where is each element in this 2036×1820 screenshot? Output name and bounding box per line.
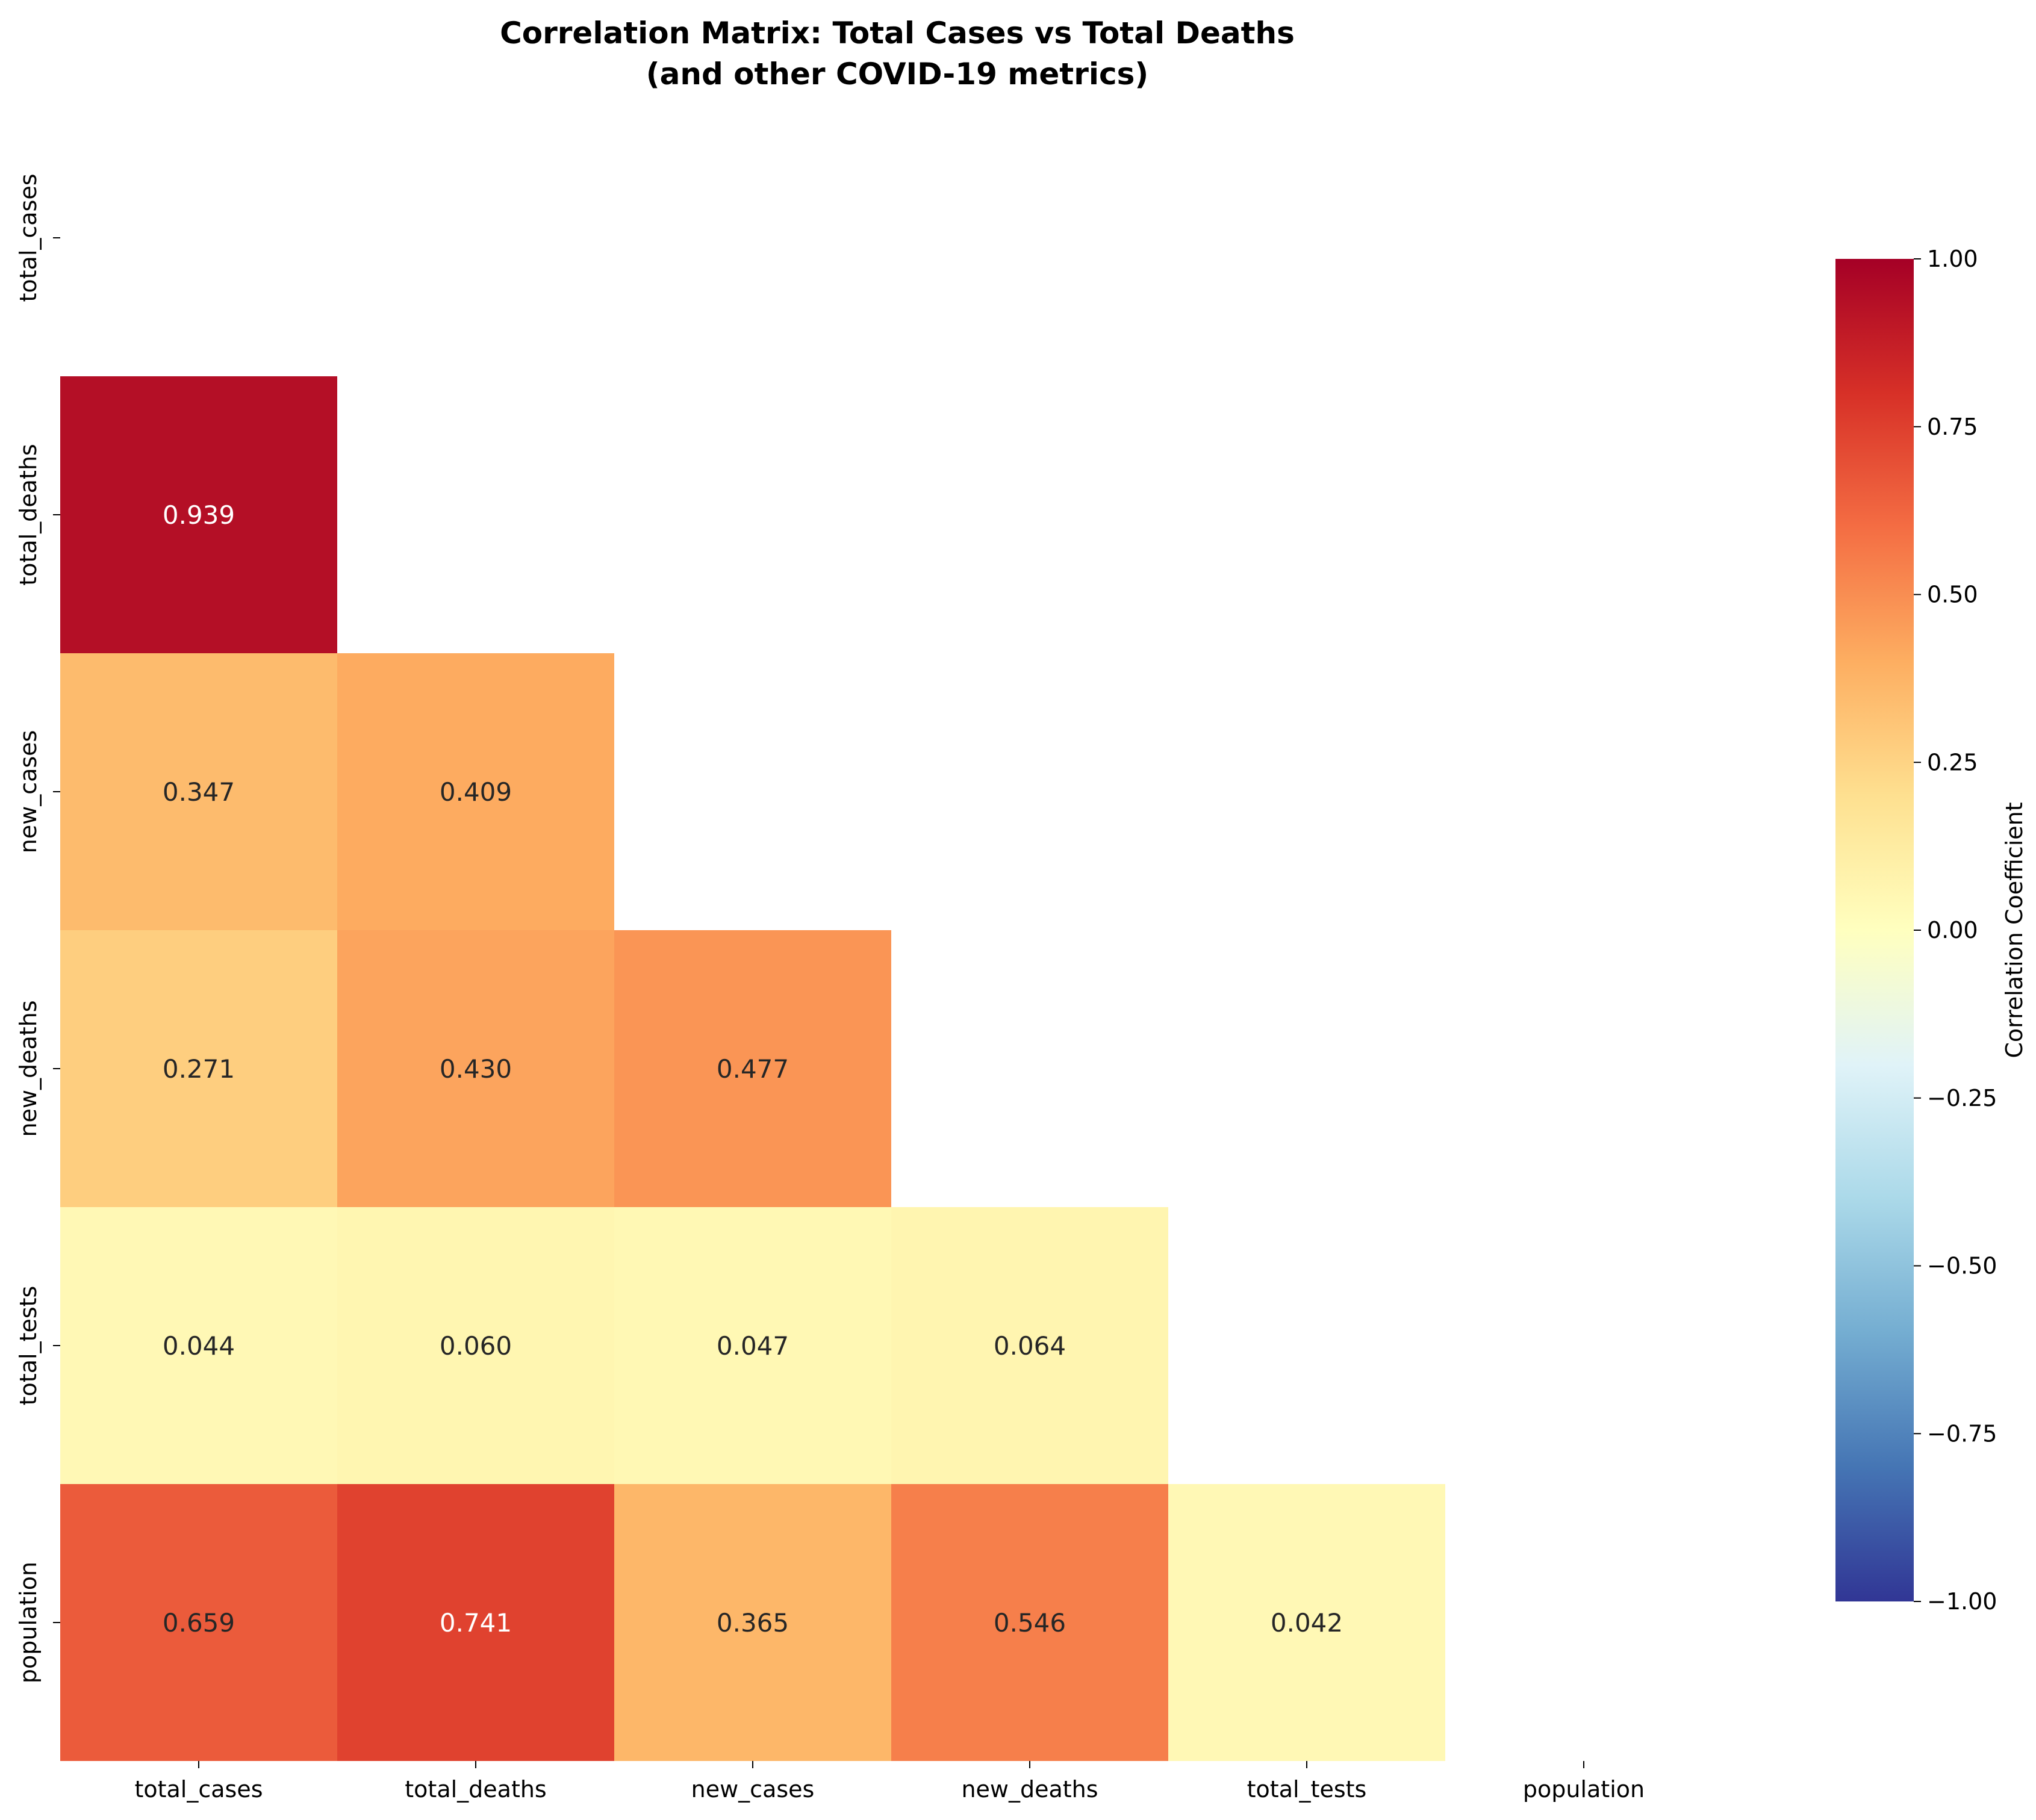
heatmap-cell-new_deaths-total_cases [60,930,337,1207]
colorbar-tick-label: 0.75 [1927,414,1978,440]
cell-value-population-total_cases: 0.659 [163,1608,235,1638]
heatmap-cell-new_deaths-new_cases [614,930,891,1207]
x-tick-label-new_deaths: new_deaths [961,1776,1098,1803]
colorbar-tick-label: 1.00 [1927,246,1978,272]
cell-value-total_deaths-total_cases: 0.939 [163,500,235,530]
colorbar-tick-label: −1.00 [1927,1588,1997,1615]
cell-value-total_tests-new_deaths: 0.064 [994,1331,1066,1361]
cell-value-new_deaths-new_cases: 0.477 [717,1054,789,1084]
heatmap-cells [60,376,1445,1761]
heatmap-cell-total_tests-total_cases [60,1207,337,1484]
chart-title-line-1: Correlation Matrix: Total Cases vs Total… [500,16,1295,51]
cell-value-new_cases-total_deaths: 0.409 [440,777,512,807]
heatmap-cell-population-total_deaths [337,1484,614,1761]
colorbar-tick-label: 0.00 [1927,917,1978,943]
cell-value-population-total_deaths: 0.741 [440,1608,512,1638]
colorbar-tick-label: 0.50 [1927,582,1978,608]
heatmap-cell-total_tests-new_cases [614,1207,891,1484]
colorbar-gradient-bar [1835,259,1914,1601]
x-tick-label-total_cases: total_cases [134,1776,263,1803]
y-axis-tick-labels: total_cases total_deaths new_cases new_deat… [15,173,60,1683]
heatmap-cell-population-new_cases [614,1484,891,1761]
heatmap-cell-total_tests-new_deaths [891,1207,1168,1484]
colorbar-tick-label: 0.25 [1927,749,1978,775]
heatmap-cell-total_tests-total_deaths [337,1207,614,1484]
heatmap-cell-new_cases-total_deaths [337,653,614,930]
chart-title: Correlation Matrix: Total Cases vs Total… [500,16,1295,92]
cell-value-new_cases-total_cases: 0.347 [163,777,235,807]
y-tick-label-new_cases: new_cases [15,730,42,854]
x-tick-label-population: population [1523,1776,1645,1803]
y-tick-label-total_deaths: total_deaths [15,444,42,585]
cell-value-population-new_deaths: 0.546 [994,1608,1066,1638]
cell-value-population-total_tests: 0.042 [1271,1608,1343,1638]
colorbar-ticks: 1.00 0.75 0.50 0.25 0.00 −0.25 −0.50 −0.75 −1.00 [1914,246,1997,1615]
y-tick-label-population: population [15,1562,42,1683]
colorbar-tick-label: −0.75 [1927,1420,1997,1447]
heatmap-cell-total_deaths-total_cases [60,376,337,653]
x-tick-label-total_deaths: total_deaths [405,1776,546,1803]
colorbar-tick-label: −0.50 [1927,1253,1997,1279]
heatmap-cell-labels: 0.939 0.347 0.409 0.271 0.430 0.477 0.044 0.060… [163,500,1343,1638]
y-tick-label-total_tests: total_tests [15,1286,42,1406]
cell-value-total_tests-total_cases: 0.044 [163,1331,235,1361]
y-tick-label-total_cases: total_cases [15,173,42,302]
y-tick-label-new_deaths: new_deaths [15,1000,42,1137]
chart-title-line-2: (and other COVID-19 metrics) [646,57,1149,92]
cell-value-total_tests-total_deaths: 0.060 [440,1331,512,1361]
heatmap-cell-population-total_cases [60,1484,337,1761]
x-tick-label-total_tests: total_tests [1247,1776,1367,1803]
cell-value-population-new_cases: 0.365 [717,1608,789,1638]
cell-value-new_deaths-total_deaths: 0.430 [440,1054,512,1084]
colorbar-tick-label: −0.25 [1927,1085,1997,1111]
heatmap-cell-new_cases-total_cases [60,653,337,930]
heatmap-cell-population-new_deaths [891,1484,1168,1761]
x-axis-tick-labels: total_cases total_deaths new_cases new_deat… [134,1761,1645,1803]
heatmap-cell-new_deaths-total_deaths [337,930,614,1207]
cell-value-total_tests-new_cases: 0.047 [717,1331,789,1361]
colorbar: 1.00 0.75 0.50 0.25 0.00 −0.25 −0.50 −0.75 −1.00… [1835,246,2028,1615]
heatmap-cell-population-total_tests [1168,1484,1445,1761]
cell-value-new_deaths-total_cases: 0.271 [163,1054,235,1084]
colorbar-label: Correlation Coefficient [2001,802,2028,1058]
x-tick-label-new_cases: new_cases [691,1776,815,1803]
